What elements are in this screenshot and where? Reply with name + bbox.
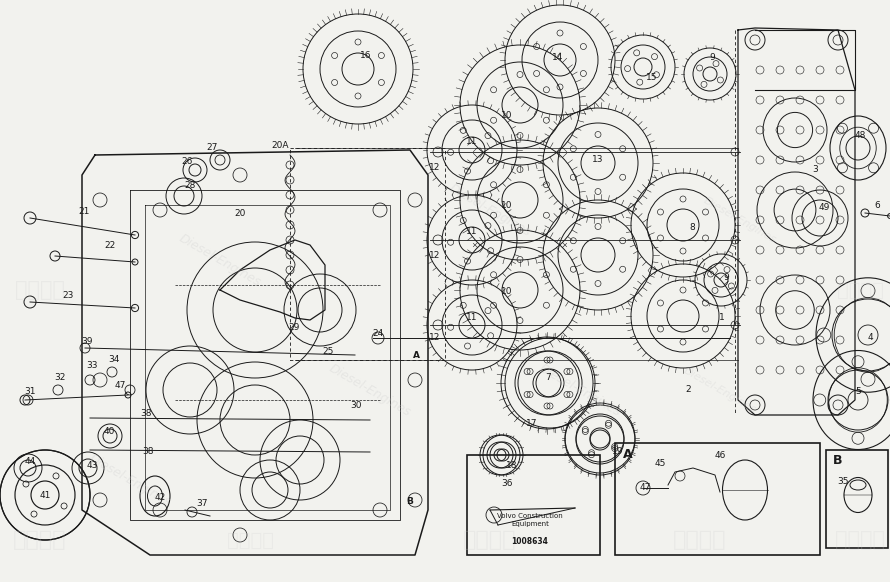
Text: 紫发动门: 紫发动门	[464, 530, 517, 550]
Text: 3: 3	[813, 165, 818, 175]
Text: 41: 41	[39, 491, 51, 499]
Text: 44: 44	[24, 457, 36, 467]
Text: Diesel-Engines: Diesel-Engines	[327, 361, 413, 418]
Text: Diesel-Engines: Diesel-Engines	[447, 181, 533, 239]
Text: 紫发动门: 紫发动门	[837, 281, 884, 300]
Text: 17: 17	[526, 418, 538, 428]
Text: 7: 7	[545, 374, 551, 382]
Text: 11: 11	[466, 137, 478, 147]
Text: 21: 21	[78, 208, 90, 217]
Bar	[826, 450, 888, 548]
Text: 42: 42	[154, 492, 166, 502]
Text: 12: 12	[429, 250, 441, 260]
Text: 22: 22	[104, 242, 116, 250]
Text: 40: 40	[103, 428, 115, 436]
Text: 9: 9	[709, 52, 715, 62]
Text: 27: 27	[206, 143, 218, 151]
Text: 紫发动门: 紫发动门	[13, 530, 67, 550]
Text: Diesel-Engines: Diesel-Engines	[86, 451, 174, 509]
Text: 32: 32	[54, 372, 66, 381]
Text: 39: 39	[81, 336, 93, 346]
Text: Volvo Construction
Equipment: Volvo Construction Equipment	[498, 513, 562, 527]
Text: 24: 24	[372, 328, 384, 338]
Text: 35: 35	[837, 477, 849, 487]
Text: 9: 9	[724, 272, 729, 282]
Text: 25: 25	[322, 347, 334, 357]
Text: B: B	[407, 498, 414, 506]
Text: Diesel-Engines: Diesel-Engines	[702, 195, 778, 245]
Text: 23: 23	[62, 292, 74, 300]
Text: 20: 20	[234, 210, 246, 218]
Text: 28: 28	[184, 180, 196, 190]
Text: 12: 12	[429, 162, 441, 172]
Text: 12: 12	[429, 333, 441, 342]
Text: 38: 38	[142, 446, 154, 456]
Text: 18: 18	[506, 460, 518, 470]
Bar	[615, 443, 820, 555]
Text: 14: 14	[553, 52, 563, 62]
Text: 48: 48	[854, 130, 866, 140]
Text: 46: 46	[715, 452, 725, 460]
Text: 紫发动门: 紫发动门	[835, 530, 885, 550]
Text: 45: 45	[654, 459, 666, 467]
Text: 26: 26	[182, 158, 193, 166]
Text: 13: 13	[592, 155, 603, 165]
Text: 49: 49	[818, 203, 829, 211]
Text: 47: 47	[114, 381, 125, 389]
Text: 16: 16	[360, 51, 372, 59]
Text: 紫发动门: 紫发动门	[673, 530, 727, 550]
Text: 2: 2	[685, 385, 691, 395]
Text: 紫发动门: 紫发动门	[226, 531, 273, 549]
Text: 10: 10	[501, 201, 513, 210]
Text: 20A: 20A	[271, 141, 288, 151]
Text: 38: 38	[141, 409, 152, 417]
Text: 8: 8	[689, 223, 695, 232]
Text: A: A	[623, 449, 633, 462]
Text: 6: 6	[874, 201, 880, 210]
Text: 33: 33	[86, 361, 98, 371]
Text: 10: 10	[501, 111, 513, 119]
Text: 34: 34	[109, 356, 119, 364]
Text: 1: 1	[719, 313, 724, 321]
Text: 5: 5	[855, 388, 861, 396]
Text: 47: 47	[639, 484, 651, 492]
Text: 10: 10	[501, 288, 513, 296]
Bar	[467, 455, 600, 555]
Text: 19: 19	[612, 448, 624, 456]
Text: A: A	[412, 350, 419, 360]
Text: B: B	[833, 453, 843, 467]
Text: 43: 43	[86, 460, 98, 470]
Text: 4: 4	[867, 333, 873, 342]
Text: Diesel-Engines: Diesel-Engines	[537, 361, 623, 418]
Text: 30: 30	[351, 400, 361, 410]
Text: 37: 37	[197, 499, 207, 509]
Text: 1008634: 1008634	[512, 538, 548, 546]
Text: 11: 11	[466, 313, 478, 321]
Text: 11: 11	[466, 228, 478, 236]
Text: 31: 31	[24, 388, 36, 396]
Text: Diesel-Engines: Diesel-Engines	[682, 365, 758, 415]
Text: Diesel-Engines: Diesel-Engines	[177, 231, 263, 289]
Text: 29: 29	[288, 324, 300, 332]
Text: 15: 15	[646, 73, 658, 81]
Text: 紫发动门: 紫发动门	[15, 280, 65, 300]
Text: 36: 36	[501, 480, 513, 488]
